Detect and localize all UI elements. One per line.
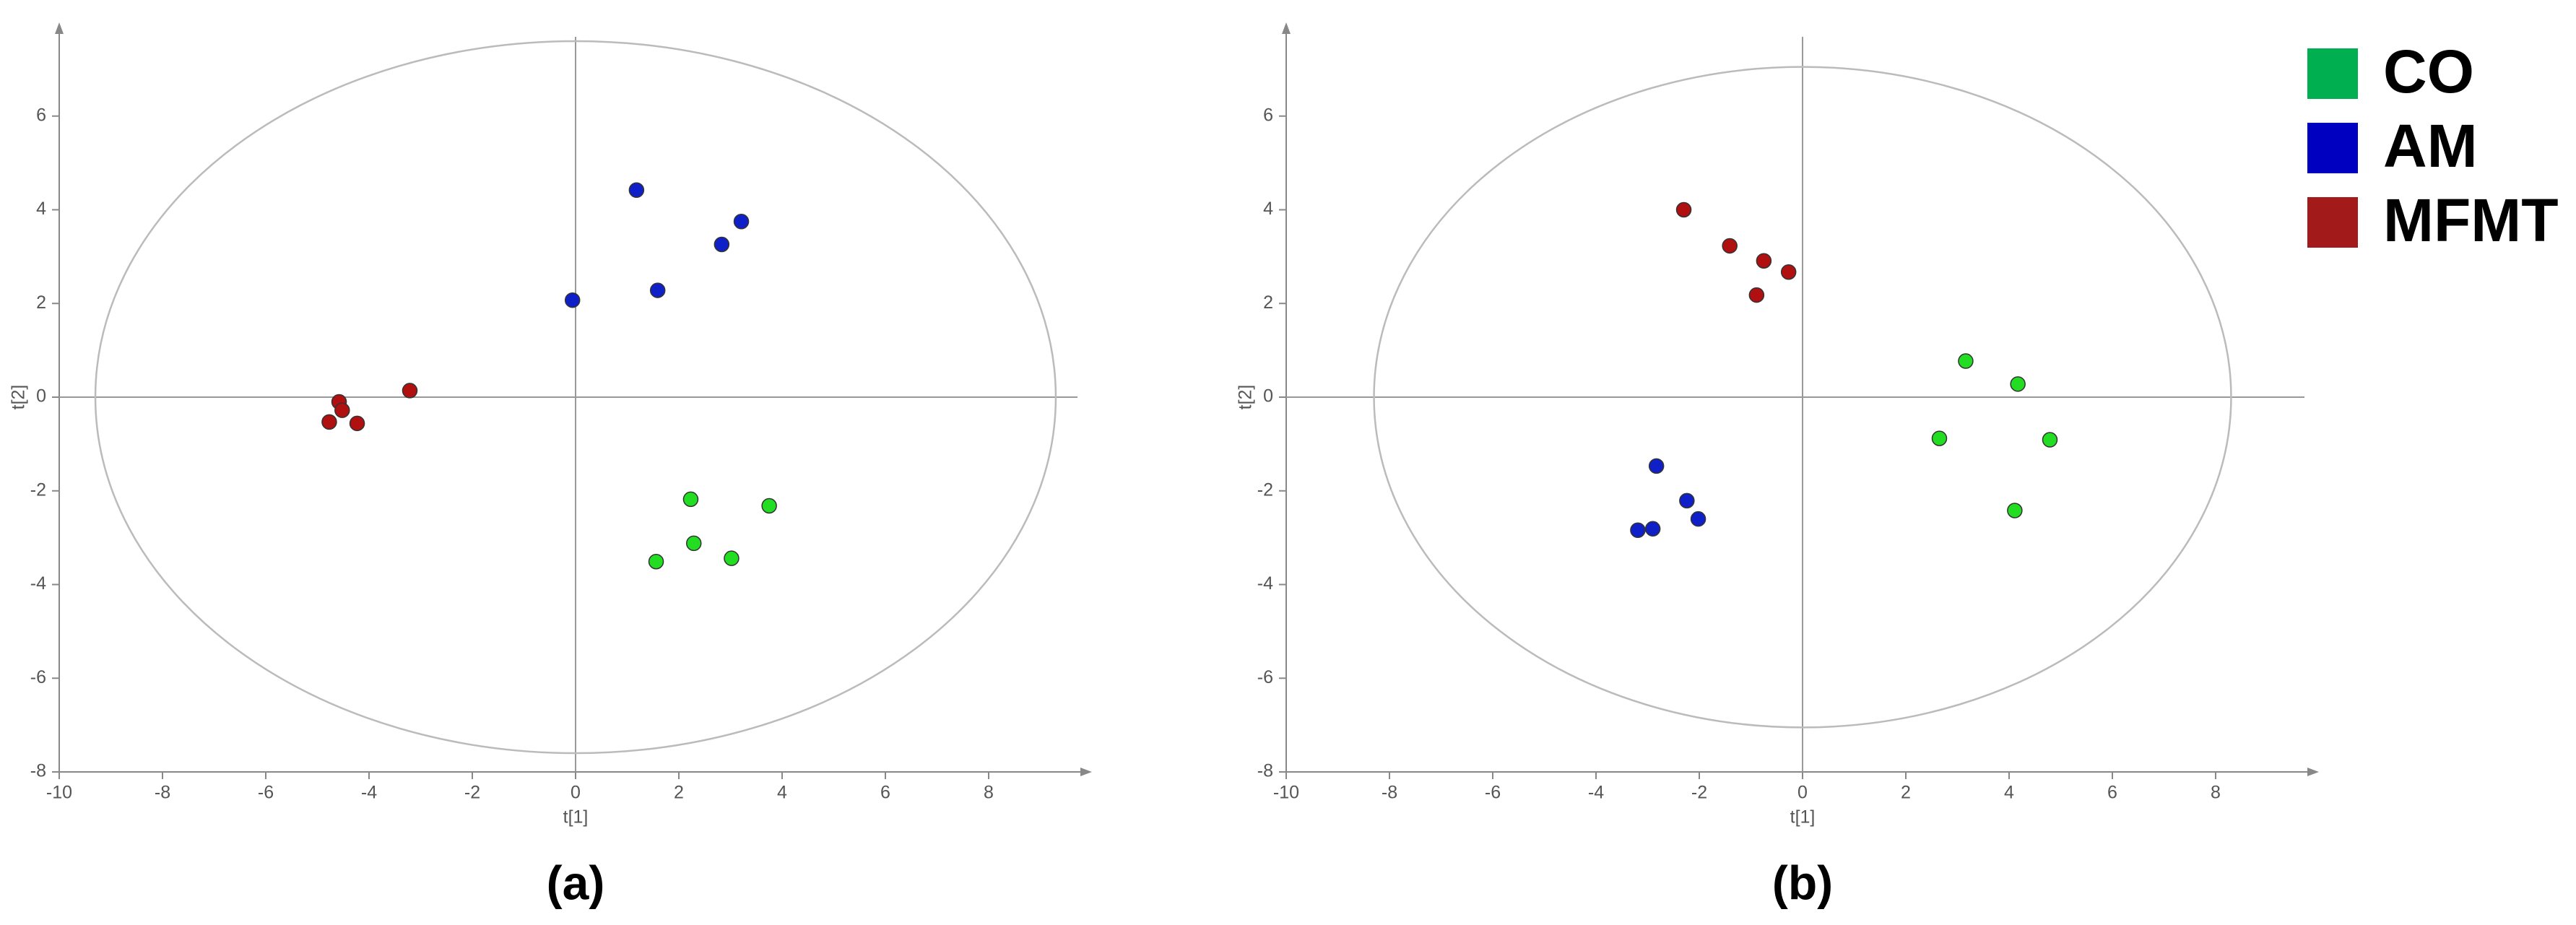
y-tick-label: -6	[1257, 667, 1273, 687]
point	[1679, 492, 1695, 509]
caption: (b)	[1772, 856, 1833, 909]
point	[334, 402, 350, 418]
y-tick-label: 0	[36, 386, 46, 407]
x-tick-label: 2	[674, 783, 684, 803]
legend-label: MFMT	[2383, 186, 2559, 254]
x-tick-label: 2	[1901, 783, 1911, 803]
point	[402, 383, 418, 399]
y-tick-label: -8	[1257, 761, 1273, 781]
point	[685, 535, 702, 552]
point	[724, 550, 740, 566]
legend-label: AM	[2383, 112, 2478, 180]
x-tick-label: 0	[571, 783, 581, 803]
point	[2042, 432, 2058, 448]
x-tick-label: -6	[1485, 783, 1501, 803]
legend-swatch	[2307, 48, 2358, 99]
y-axis-label: t[2]	[9, 385, 29, 410]
point	[1690, 511, 1707, 527]
y-tick-label: 4	[1263, 199, 1273, 219]
point	[1675, 201, 1692, 218]
y-tick-label: -4	[30, 573, 46, 594]
point	[761, 498, 777, 514]
caption: (a)	[547, 856, 605, 909]
x-tick-label: -4	[361, 783, 377, 803]
x-tick-label: 0	[1797, 783, 1808, 803]
point	[2007, 503, 2023, 518]
point	[349, 415, 365, 432]
point	[682, 491, 699, 508]
confidence-ellipse	[1373, 66, 2232, 729]
point	[1780, 264, 1797, 280]
x-tick-label: -8	[1382, 783, 1397, 803]
x-tick-label: 8	[984, 783, 994, 803]
x-tick-label: -2	[464, 783, 480, 803]
x-axis-label: t[1]	[563, 807, 589, 828]
x-tick-label: -10	[1273, 783, 1299, 803]
legend-label: CO	[2383, 38, 2474, 105]
confidence-ellipse	[94, 40, 1057, 755]
point	[714, 236, 730, 253]
y-tick-label: 6	[36, 105, 46, 125]
y-tick-label: -4	[1257, 573, 1273, 594]
point	[2010, 376, 2026, 392]
point	[564, 292, 581, 308]
x-tick-label: 8	[2211, 783, 2221, 803]
point	[1648, 458, 1665, 474]
y-axis-arrow	[55, 22, 64, 34]
x-tick-label: 4	[2004, 783, 2014, 803]
x-tick-label: 4	[777, 783, 787, 803]
point	[649, 282, 666, 298]
point	[1630, 522, 1646, 538]
x-axis-label: t[1]	[1790, 807, 1816, 828]
x-axis-arrow	[2307, 768, 2319, 776]
y-tick-label: 6	[1263, 105, 1273, 125]
x-tick-label: -10	[46, 783, 72, 803]
y-tick-label: -8	[30, 761, 46, 781]
x-tick-label: -2	[1691, 783, 1707, 803]
y-axis-arrow	[1282, 22, 1291, 34]
point	[648, 553, 664, 570]
point	[1931, 430, 1948, 446]
y-tick-label: 2	[36, 292, 46, 313]
point	[733, 213, 750, 230]
point	[1756, 253, 1772, 269]
x-axis-arrow	[1080, 768, 1092, 776]
point	[321, 414, 337, 430]
point	[1958, 353, 1974, 369]
point	[1644, 521, 1661, 537]
y-axis-label: t[2]	[1236, 385, 1256, 410]
x-tick-label: -4	[1588, 783, 1604, 803]
y-tick-label: -2	[30, 479, 46, 500]
x-tick-label: 6	[880, 783, 890, 803]
point	[1722, 238, 1738, 254]
legend-swatch	[2307, 123, 2358, 173]
x-tick-label: 6	[2107, 783, 2117, 803]
y-tick-label: -2	[1257, 479, 1273, 500]
x-tick-label: -6	[258, 783, 274, 803]
y-tick-label: 4	[36, 199, 46, 219]
legend-swatch	[2307, 197, 2358, 248]
y-tick-label: 0	[1263, 386, 1273, 407]
y-tick-label: -6	[30, 667, 46, 687]
point	[628, 182, 645, 199]
x-tick-label: -8	[155, 783, 170, 803]
y-tick-label: 2	[1263, 292, 1273, 313]
point	[1748, 287, 1765, 303]
